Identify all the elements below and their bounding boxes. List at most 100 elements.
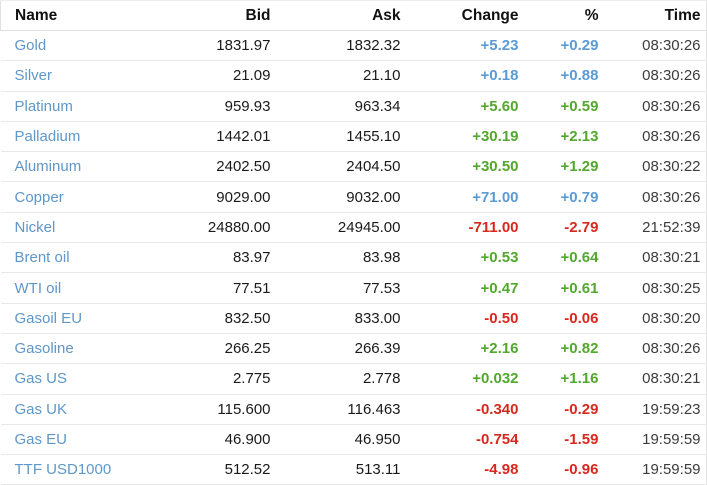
time-value: 08:30:22 (598, 151, 707, 183)
percent-value: +2.13 (518, 121, 599, 153)
header-row: Name Bid Ask Change % Time (0, 0, 707, 31)
table-row[interactable]: Copper 9029.00 9032.00 +71.00 +0.79 08:30:26 (0, 181, 707, 213)
change-value: +5.60 (400, 91, 519, 122)
bid-value: 83.97 (185, 242, 271, 274)
change-value: +0.53 (400, 242, 519, 274)
column-header-change[interactable]: Change (400, 0, 519, 31)
change-value: -711.00 (400, 212, 519, 244)
percent-value: -0.96 (518, 454, 599, 485)
bid-value: 959.93 (185, 91, 271, 122)
table-header: Name Bid Ask Change % Time (0, 0, 707, 31)
table-row[interactable]: Silver 21.09 21.10 +0.18 +0.88 08:30:26 (0, 60, 707, 92)
percent-value: -0.06 (518, 303, 599, 334)
bid-value: 46.900 (185, 424, 271, 456)
column-header-ask[interactable]: Ask (270, 0, 401, 31)
change-value: +71.00 (400, 181, 519, 213)
column-header-time[interactable]: Time (598, 0, 707, 31)
ask-value: 1455.10 (270, 121, 401, 153)
instrument-name[interactable]: Gasoil EU (0, 303, 186, 334)
time-value: 08:30:26 (598, 91, 707, 122)
table-row[interactable]: Gas UK 115.600 116.463 -0.340 -0.29 19:59:23 (0, 394, 707, 425)
change-value: +0.47 (400, 272, 519, 304)
change-value: -0.50 (400, 303, 519, 334)
ask-value: 266.39 (270, 333, 401, 365)
time-value: 08:30:21 (598, 242, 707, 274)
instrument-name[interactable]: Silver (0, 60, 186, 92)
table-row[interactable]: Platinum 959.93 963.34 +5.60 +0.59 08:30:26 (0, 91, 707, 122)
time-value: 08:30:26 (598, 60, 707, 92)
percent-value: +1.16 (518, 363, 599, 395)
bid-value: 21.09 (185, 60, 271, 92)
instrument-name[interactable]: Gas EU (0, 424, 186, 456)
bid-value: 512.52 (185, 454, 271, 485)
table-row[interactable]: Gasoline 266.25 266.39 +2.16 +0.82 08:30:26 (0, 333, 707, 365)
ask-value: 833.00 (270, 303, 401, 334)
bid-value: 77.51 (185, 272, 271, 304)
ask-value: 83.98 (270, 242, 401, 274)
time-value: 08:30:21 (598, 363, 707, 395)
ask-value: 2404.50 (270, 151, 401, 183)
table-row[interactable]: Gas EU 46.900 46.950 -0.754 -1.59 19:59:59 (0, 424, 707, 456)
table-row[interactable]: WTI oil 77.51 77.53 +0.47 +0.61 08:30:25 (0, 272, 707, 304)
table-row[interactable]: Brent oil 83.97 83.98 +0.53 +0.64 08:30:21 (0, 242, 707, 274)
ask-value: 9032.00 (270, 181, 401, 213)
table-row[interactable]: Palladium 1442.01 1455.10 +30.19 +2.13 08:30:… (0, 121, 707, 153)
change-value: -4.98 (400, 454, 519, 485)
table-body: Gold 1831.97 1832.32 +5.23 +0.29 08:30:26 Silv… (0, 30, 707, 485)
change-value: +0.032 (400, 363, 519, 395)
column-header-bid[interactable]: Bid (185, 0, 271, 31)
percent-value: +0.79 (518, 181, 599, 213)
table-row[interactable]: Nickel 24880.00 24945.00 -711.00 -2.79 21:52:… (0, 212, 707, 244)
percent-value: -0.29 (518, 394, 599, 425)
percent-value: +0.64 (518, 242, 599, 274)
instrument-name[interactable]: Nickel (0, 212, 186, 244)
time-value: 08:30:26 (598, 121, 707, 153)
instrument-name[interactable]: Gasoline (0, 333, 186, 365)
time-value: 08:30:26 (598, 333, 707, 365)
table-row[interactable]: TTF USD1000 512.52 513.11 -4.98 -0.96 19:59:5… (0, 454, 707, 485)
bid-value: 266.25 (185, 333, 271, 365)
table-row[interactable]: Gas US 2.775 2.778 +0.032 +1.16 08:30:21 (0, 363, 707, 395)
table-row[interactable]: Gasoil EU 832.50 833.00 -0.50 -0.06 08:30:20 (0, 303, 707, 334)
change-value: -0.340 (400, 394, 519, 425)
instrument-name[interactable]: Aluminum (0, 151, 186, 183)
column-header-name[interactable]: Name (0, 0, 186, 31)
instrument-name[interactable]: TTF USD1000 (0, 454, 186, 485)
time-value: 08:30:25 (598, 272, 707, 304)
instrument-name[interactable]: Palladium (0, 121, 186, 153)
instrument-name[interactable]: Platinum (0, 91, 186, 122)
table-row[interactable]: Aluminum 2402.50 2404.50 +30.50 +1.29 08:30:2… (0, 151, 707, 183)
change-value: +30.50 (400, 151, 519, 183)
time-value: 19:59:23 (598, 394, 707, 425)
table-row[interactable]: Gold 1831.97 1832.32 +5.23 +0.29 08:30:26 (0, 30, 707, 62)
bid-value: 1831.97 (185, 30, 271, 62)
instrument-name[interactable]: WTI oil (0, 272, 186, 304)
time-value: 19:59:59 (598, 454, 707, 485)
ask-value: 513.11 (270, 454, 401, 485)
percent-value: +0.82 (518, 333, 599, 365)
instrument-name[interactable]: Gas UK (0, 394, 186, 425)
bid-value: 2.775 (185, 363, 271, 395)
percent-value: +0.59 (518, 91, 599, 122)
instrument-name[interactable]: Gold (0, 30, 186, 62)
ask-value: 21.10 (270, 60, 401, 92)
bid-value: 1442.01 (185, 121, 271, 153)
percent-value: -1.59 (518, 424, 599, 456)
time-value: 08:30:26 (598, 181, 707, 213)
instrument-name[interactable]: Brent oil (0, 242, 186, 274)
bid-value: 2402.50 (185, 151, 271, 183)
instrument-name[interactable]: Copper (0, 181, 186, 213)
change-value: +2.16 (400, 333, 519, 365)
ask-value: 24945.00 (270, 212, 401, 244)
instrument-name[interactable]: Gas US (0, 363, 186, 395)
time-value: 08:30:20 (598, 303, 707, 334)
percent-value: -2.79 (518, 212, 599, 244)
column-header-percent[interactable]: % (518, 0, 599, 31)
bid-value: 832.50 (185, 303, 271, 334)
bid-value: 115.600 (185, 394, 271, 425)
ask-value: 963.34 (270, 91, 401, 122)
ask-value: 116.463 (270, 394, 401, 425)
ask-value: 77.53 (270, 272, 401, 304)
